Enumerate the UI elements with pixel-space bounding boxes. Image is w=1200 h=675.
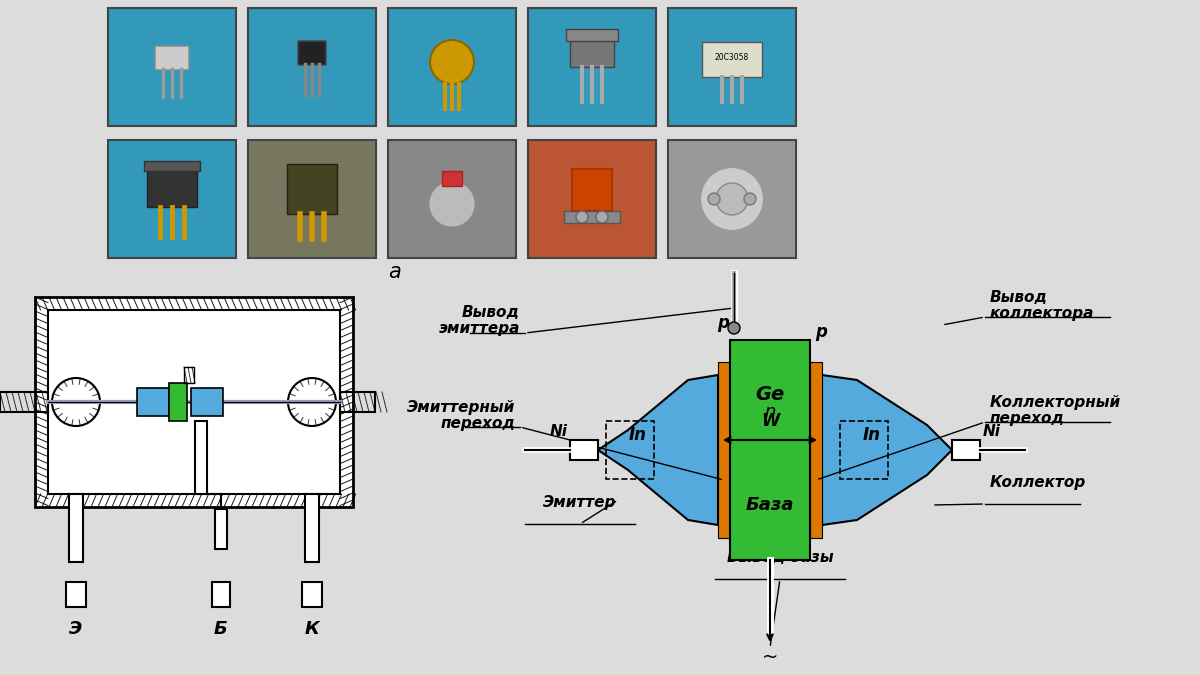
Bar (442, 171, 462, 186)
Bar (248, 140, 376, 258)
Bar (566, 29, 618, 41)
Text: База: База (745, 496, 794, 514)
Circle shape (428, 180, 476, 228)
FancyBboxPatch shape (298, 41, 326, 65)
Text: Эмиттер: Эмиттер (544, 495, 617, 510)
Text: In: In (863, 426, 881, 444)
Text: а: а (389, 262, 401, 282)
Circle shape (430, 40, 474, 84)
Bar (248, 8, 376, 126)
Circle shape (708, 193, 720, 205)
Bar (137, 388, 169, 416)
Bar (212, 582, 230, 607)
Bar (718, 362, 730, 538)
Text: 20C3058: 20C3058 (715, 53, 749, 61)
Bar (388, 140, 516, 258)
Circle shape (596, 211, 608, 223)
Bar (668, 140, 796, 258)
Bar (810, 362, 822, 538)
Text: переход: переход (990, 411, 1064, 426)
Bar (952, 440, 980, 460)
Bar (215, 509, 227, 549)
Text: Коллекторный: Коллекторный (990, 395, 1121, 410)
Bar (702, 42, 762, 77)
Bar (570, 39, 614, 67)
Bar (169, 383, 187, 421)
Text: К: К (305, 620, 319, 638)
Text: Ni: Ni (550, 425, 568, 439)
Bar (0, 392, 48, 412)
FancyBboxPatch shape (155, 46, 190, 70)
Bar (528, 8, 656, 126)
Polygon shape (822, 375, 952, 525)
Bar (388, 8, 516, 126)
Text: эмиттера: эмиттера (439, 321, 520, 336)
Text: Коллектор: Коллектор (990, 475, 1086, 490)
Bar (570, 440, 598, 460)
Text: W: W (761, 412, 779, 430)
Bar (564, 211, 620, 223)
Bar (302, 582, 322, 607)
Polygon shape (598, 375, 718, 525)
Bar (70, 494, 83, 562)
Bar (194, 421, 208, 494)
Circle shape (716, 183, 748, 215)
Bar (572, 169, 612, 211)
Text: p: p (815, 323, 827, 341)
Circle shape (700, 167, 764, 231)
Bar (191, 388, 223, 416)
Circle shape (728, 322, 740, 334)
Bar (66, 582, 86, 607)
Text: p: p (718, 314, 730, 332)
Text: Ge: Ge (755, 385, 785, 404)
Bar (340, 392, 374, 412)
Bar (287, 164, 337, 214)
Bar (840, 421, 888, 479)
Bar (108, 140, 236, 258)
Text: Ni: Ni (983, 425, 1001, 439)
Bar (35, 297, 353, 507)
Bar (148, 169, 197, 207)
Text: Эмиттерный: Эмиттерный (407, 400, 515, 415)
Text: Вывод: Вывод (990, 290, 1048, 305)
Circle shape (744, 193, 756, 205)
Circle shape (576, 211, 588, 223)
Text: коллектора: коллектора (990, 306, 1094, 321)
Bar (528, 140, 656, 258)
Bar (606, 421, 654, 479)
Bar (48, 310, 340, 494)
Text: ~: ~ (762, 648, 779, 667)
Bar (730, 340, 810, 560)
Text: n: n (764, 403, 775, 421)
Text: Вывод базы: Вывод базы (727, 550, 833, 565)
Bar (144, 161, 200, 171)
Bar (184, 367, 194, 383)
Text: переход: переход (440, 416, 515, 431)
Text: In: In (629, 426, 647, 444)
Text: Вывод: Вывод (462, 305, 520, 320)
Bar (305, 494, 319, 562)
Bar (108, 8, 236, 126)
Text: Б: Б (214, 620, 228, 638)
Text: Э: Э (70, 620, 83, 638)
Bar (668, 8, 796, 126)
